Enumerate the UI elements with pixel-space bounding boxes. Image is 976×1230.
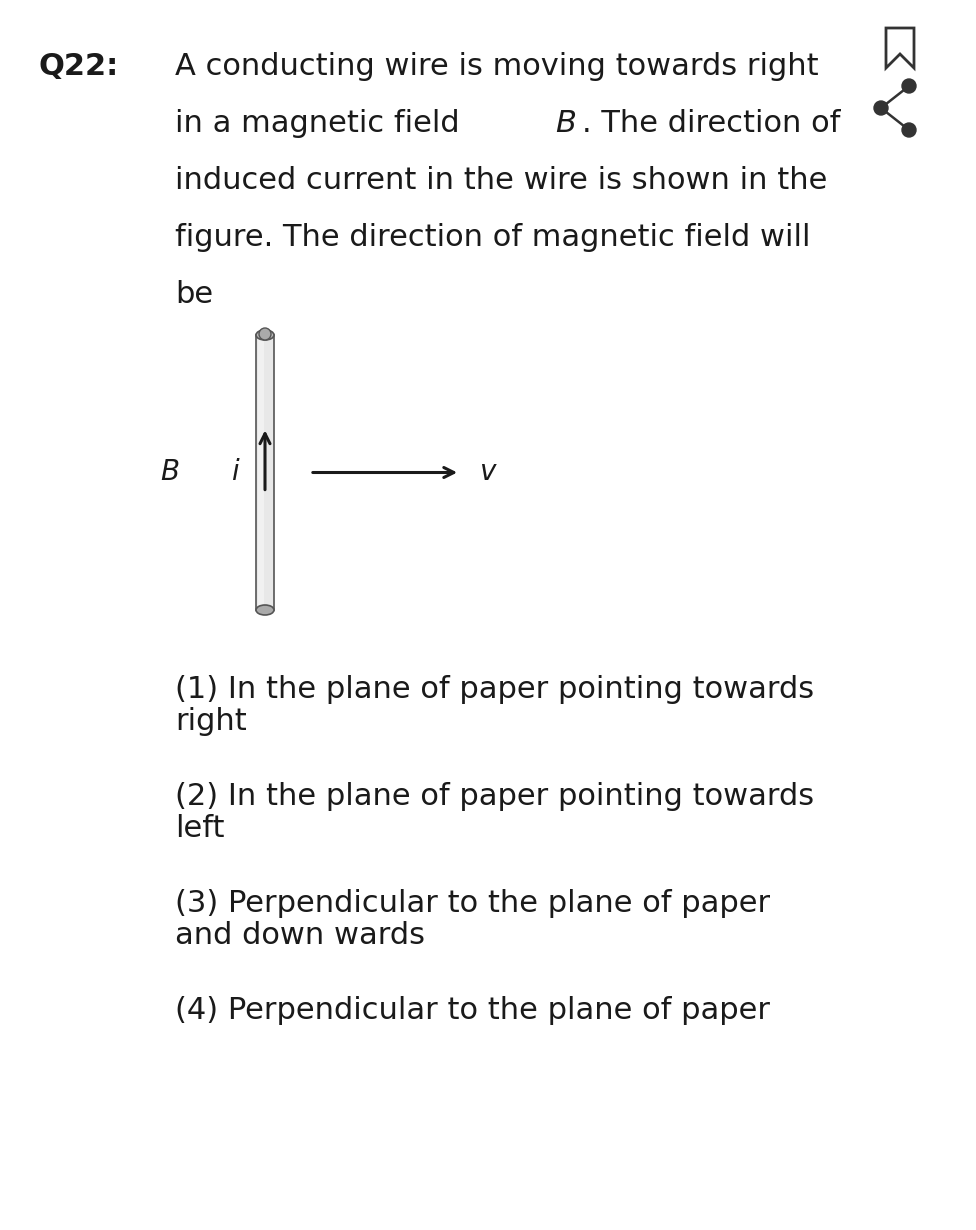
Text: B: B: [554, 109, 576, 138]
Text: in a magnetic field: in a magnetic field: [175, 109, 469, 138]
Text: and down wards: and down wards: [175, 921, 425, 950]
Text: B: B: [160, 459, 180, 487]
Text: i: i: [231, 459, 239, 487]
Bar: [256, 335, 274, 610]
Text: right: right: [175, 707, 247, 736]
Ellipse shape: [256, 605, 274, 615]
Text: figure. The direction of magnetic field will: figure. The direction of magnetic field …: [175, 223, 810, 252]
Circle shape: [874, 101, 888, 114]
Text: (1) In the plane of paper pointing towards: (1) In the plane of paper pointing towar…: [175, 675, 814, 704]
Text: Q22:: Q22:: [38, 52, 118, 81]
Text: (4) Perpendicular to the plane of paper: (4) Perpendicular to the plane of paper: [175, 996, 770, 1025]
Text: v: v: [480, 459, 496, 487]
Text: A conducting wire is moving towards right: A conducting wire is moving towards righ…: [175, 52, 819, 81]
Bar: [258, 337, 264, 608]
Circle shape: [259, 328, 271, 339]
Text: (3) Perpendicular to the plane of paper: (3) Perpendicular to the plane of paper: [175, 889, 770, 918]
Ellipse shape: [256, 330, 274, 339]
Text: be: be: [175, 280, 213, 309]
Circle shape: [902, 79, 916, 93]
Text: . The direction of: . The direction of: [582, 109, 840, 138]
Text: (2) In the plane of paper pointing towards: (2) In the plane of paper pointing towar…: [175, 782, 814, 811]
Text: induced current in the wire is shown in the: induced current in the wire is shown in …: [175, 166, 828, 196]
Text: left: left: [175, 814, 224, 843]
Circle shape: [902, 123, 916, 137]
